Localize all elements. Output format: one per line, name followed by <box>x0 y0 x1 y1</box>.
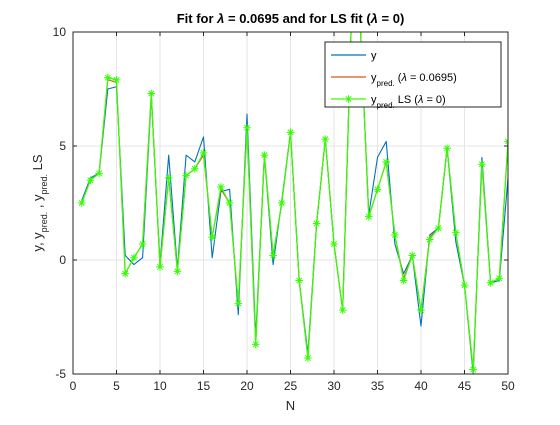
x-tick-label: 25 <box>284 379 298 393</box>
subscript-text: pred. <box>39 212 49 233</box>
legend-marker <box>344 95 353 103</box>
text-part: = 0) <box>378 11 404 26</box>
chart-title: Fit for λ = 0.0695 and for LS fit (λ = 0… <box>177 11 405 26</box>
data-point-marker <box>460 281 469 289</box>
data-point-marker <box>86 176 95 184</box>
data-point-marker <box>208 233 216 241</box>
text-part: , y <box>30 194 45 212</box>
data-point-marker <box>443 144 451 153</box>
data-point-marker <box>138 240 147 248</box>
data-point-marker <box>286 128 295 137</box>
data-point-marker <box>121 269 129 278</box>
x-tick-label: 30 <box>327 379 341 393</box>
x-tick-label: 10 <box>153 379 167 393</box>
data-point-marker <box>373 185 382 194</box>
data-point-marker <box>304 354 312 362</box>
data-point-marker <box>191 165 199 173</box>
y-tick-label: -5 <box>55 367 66 381</box>
data-point-marker <box>495 274 504 283</box>
text-part: Fit for <box>177 11 217 26</box>
text-part: LS <box>30 154 45 174</box>
y-tick-label: 0 <box>59 253 66 267</box>
data-point-marker <box>95 169 103 178</box>
data-point-marker <box>260 151 269 159</box>
data-point-marker <box>173 267 182 276</box>
data-point-marker <box>382 158 390 166</box>
data-point-marker <box>182 171 190 180</box>
data-point-marker <box>234 299 243 308</box>
data-point-marker <box>269 251 277 260</box>
lambda-symbol: λ <box>216 11 224 26</box>
lambda-symbol: λ <box>400 72 406 84</box>
x-tick-label: 45 <box>458 379 472 393</box>
y-axis-label: y, ypred. , ypred. LS <box>30 154 49 251</box>
data-point-marker <box>217 183 225 191</box>
data-point-marker <box>112 76 121 84</box>
lambda-symbol: λ <box>370 11 378 26</box>
x-tick-label: 20 <box>240 379 254 393</box>
data-point-marker <box>225 199 234 207</box>
data-point-marker <box>478 160 486 169</box>
text-part: = 0) <box>423 94 445 106</box>
data-point-marker <box>486 279 495 287</box>
data-point-marker <box>156 263 164 271</box>
text-part: = 0.0695 and for LS fit ( <box>224 11 371 26</box>
data-point-marker <box>408 251 417 260</box>
data-point-marker <box>399 276 408 285</box>
data-point-marker <box>295 276 303 285</box>
text-part: y <box>371 72 377 84</box>
data-point-marker <box>417 306 425 314</box>
subscript-text: pred. <box>39 174 49 195</box>
data-point-marker <box>321 135 330 143</box>
data-point-marker <box>278 199 286 207</box>
data-point-marker <box>251 340 260 349</box>
text-part: ( <box>395 72 402 84</box>
x-tick-label: 40 <box>414 379 428 393</box>
data-point-marker <box>391 231 399 239</box>
subscript-text: pred. <box>377 101 395 110</box>
data-point-marker <box>330 240 338 248</box>
data-point-marker <box>425 235 434 244</box>
ticks: 0 5 10 15 20 25 30 35 40 45 50 -5 0 5 10 <box>53 25 515 393</box>
data-point-marker <box>312 219 321 228</box>
x-tick-label: 50 <box>501 379 515 393</box>
data-point-marker <box>199 149 208 157</box>
series-group <box>77 32 508 374</box>
legend-label-3: ypred. LS (λ = 0) <box>371 94 446 110</box>
data-point-marker <box>469 365 477 374</box>
data-point-marker <box>104 73 112 82</box>
data-point-marker <box>365 212 373 221</box>
text-part: y, y <box>30 232 45 252</box>
x-tick-label: 0 <box>70 379 77 393</box>
text-part: = 0.0695) <box>407 72 457 84</box>
data-point-marker <box>77 199 86 207</box>
data-point-marker <box>147 89 156 98</box>
data-point-marker <box>338 306 347 314</box>
data-point-marker <box>452 228 460 237</box>
data-point-marker <box>164 174 173 182</box>
y-tick-label: 10 <box>53 25 67 39</box>
subscript-text: pred. <box>377 79 395 88</box>
x-tick-label: 15 <box>197 379 211 393</box>
data-point-marker <box>243 123 251 132</box>
x-tick-label: 35 <box>371 379 385 393</box>
x-tick-label: 5 <box>113 379 120 393</box>
y-tick-label: 5 <box>59 139 66 153</box>
legend-box <box>324 41 502 108</box>
text-part: LS ( <box>395 94 419 106</box>
data-point-marker <box>130 253 138 262</box>
lambda-symbol: λ <box>417 94 423 106</box>
legend-label-1: y <box>371 50 377 62</box>
text-part: y <box>371 94 377 106</box>
x-axis-label: N <box>286 398 295 413</box>
legend-label-2: ypred. (λ = 0.0695) <box>371 72 457 88</box>
data-point-marker <box>434 224 443 232</box>
